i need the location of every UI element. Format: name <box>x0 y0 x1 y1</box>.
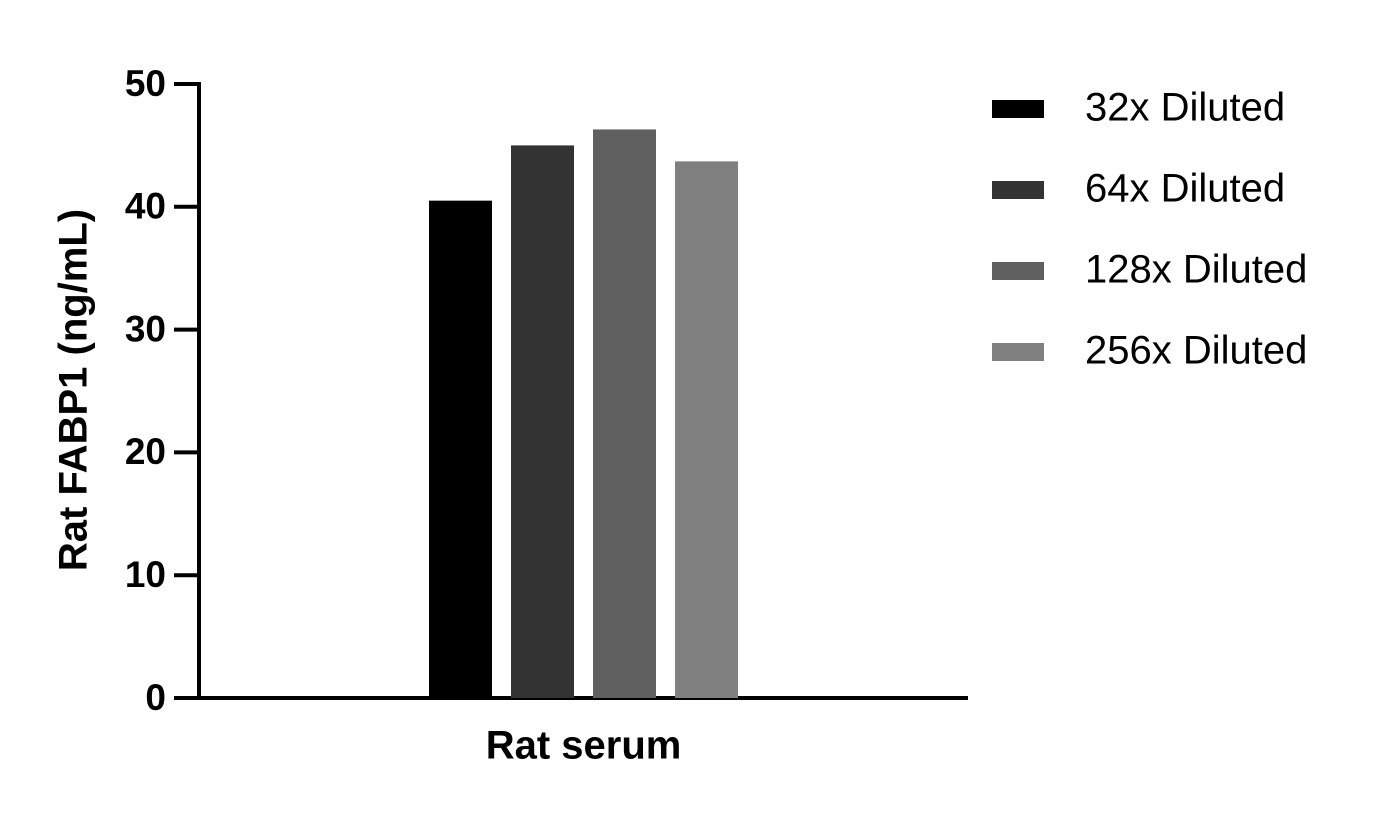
bar <box>511 145 574 698</box>
legend-swatch <box>992 262 1044 280</box>
legend-label: 256x Diluted <box>1085 329 1307 373</box>
x-tick-label: Rat serum <box>486 724 682 768</box>
legend-label: 128x Diluted <box>1085 248 1307 292</box>
y-tick-label: 10 <box>125 554 166 595</box>
legend-swatch <box>992 100 1044 118</box>
y-tick-label: 0 <box>145 677 166 718</box>
y-tick-label: 40 <box>125 186 166 227</box>
y-axis-label: Rat FABP1 (ng/mL) <box>52 209 96 571</box>
legend-label: 64x Diluted <box>1085 167 1285 211</box>
bar <box>429 200 492 698</box>
y-tick-label: 30 <box>125 308 166 349</box>
bar <box>675 161 738 698</box>
legend-swatch <box>992 181 1044 199</box>
y-tick-label: 50 <box>125 63 166 104</box>
y-tick-label: 20 <box>125 431 166 472</box>
legend-label: 32x Diluted <box>1085 86 1285 130</box>
bar <box>593 129 656 698</box>
legend-swatch <box>992 343 1044 361</box>
